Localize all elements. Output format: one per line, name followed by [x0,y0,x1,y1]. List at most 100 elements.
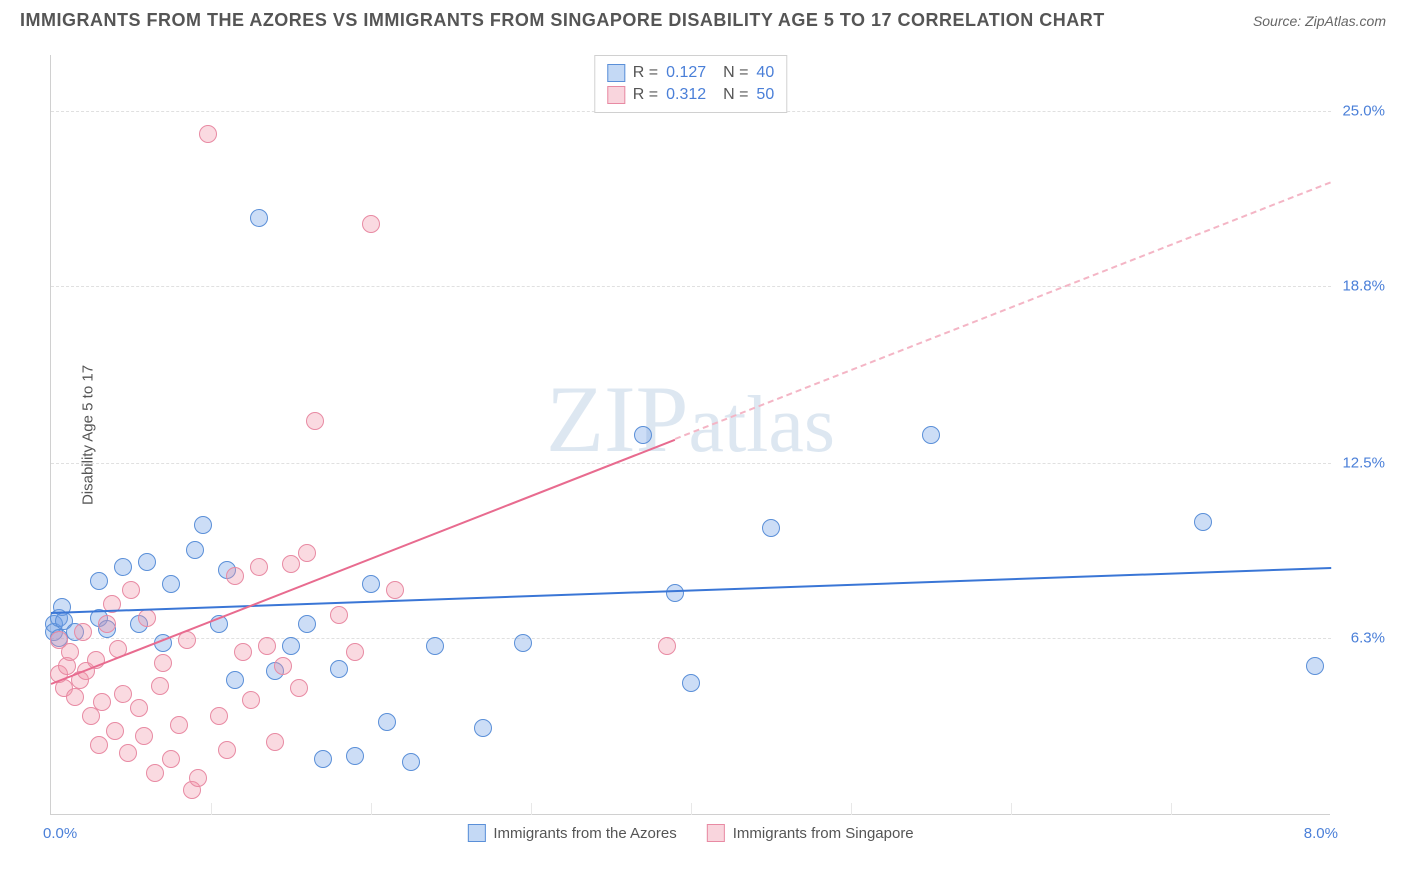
scatter-point [162,750,180,768]
scatter-point [346,747,364,765]
scatter-point [426,637,444,655]
scatter-point [402,753,420,771]
correlation-legend: R = 0.127 N = 40 R = 0.312 N = 50 [594,55,787,113]
legend-row-singapore: R = 0.312 N = 50 [607,84,774,106]
scatter-point [162,575,180,593]
scatter-point [226,567,244,585]
scatter-point [474,719,492,737]
gridline-v [691,803,692,815]
scatter-point [234,643,252,661]
n-value-singapore: 50 [756,86,774,104]
gridline-v [851,803,852,815]
r-value-azores: 0.127 [666,64,706,82]
scatter-point [330,606,348,624]
bottom-legend-label: Immigrants from the Azores [493,825,676,842]
scatter-point [306,412,324,430]
chart-area: Disability Age 5 to 17 ZIPatlas R = 0.12… [50,55,1390,815]
bottom-legend: Immigrants from the Azores Immigrants fr… [467,824,913,842]
scatter-point [346,643,364,661]
scatter-point [114,685,132,703]
scatter-point [90,572,108,590]
swatch-blue [467,824,485,842]
scatter-point [90,736,108,754]
scatter-point [514,634,532,652]
scatter-point [135,727,153,745]
source-label: Source: ZipAtlas.com [1253,13,1386,29]
scatter-point [290,679,308,697]
gridline-v [1171,803,1172,815]
scatter-point [130,699,148,717]
scatter-point [258,637,276,655]
scatter-point [298,615,316,633]
scatter-point [282,637,300,655]
gridline-h [51,286,1331,287]
scatter-point [50,631,68,649]
scatter-point [66,688,84,706]
scatter-point [922,426,940,444]
chart-title: IMMIGRANTS FROM THE AZORES VS IMMIGRANTS… [20,10,1105,31]
n-value-azores: 40 [756,64,774,82]
ytick-label: 12.5% [1342,455,1385,472]
scatter-point [282,555,300,573]
scatter-point [634,426,652,444]
scatter-point [314,750,332,768]
scatter-point [298,544,316,562]
gridline-v [531,803,532,815]
scatter-point [138,553,156,571]
plot-region: ZIPatlas R = 0.127 N = 40 R = 0.312 N = … [50,55,1330,815]
scatter-point [250,558,268,576]
r-label: R = [633,64,658,82]
scatter-point [146,764,164,782]
r-label: R = [633,86,658,104]
scatter-point [98,615,116,633]
scatter-point [666,584,684,602]
scatter-point [658,637,676,655]
scatter-point [362,575,380,593]
ytick-label: 18.8% [1342,277,1385,294]
swatch-pink [707,824,725,842]
scatter-point [226,671,244,689]
scatter-point [93,693,111,711]
scatter-point [682,674,700,692]
gridline-v [211,803,212,815]
scatter-point [154,654,172,672]
n-label: N = [714,86,748,104]
r-value-singapore: 0.312 [666,86,706,104]
scatter-point [194,516,212,534]
scatter-point [114,558,132,576]
n-label: N = [714,64,748,82]
scatter-point [378,713,396,731]
legend-row-azores: R = 0.127 N = 40 [607,62,774,84]
scatter-point [106,722,124,740]
scatter-point [762,519,780,537]
scatter-point [1306,657,1324,675]
gridline-v [371,803,372,815]
scatter-point [218,741,236,759]
scatter-point [210,707,228,725]
bottom-legend-azores: Immigrants from the Azores [467,824,676,842]
scatter-point [122,581,140,599]
scatter-point [242,691,260,709]
bottom-legend-label: Immigrants from Singapore [733,825,914,842]
scatter-point [151,677,169,695]
trend-line [675,182,1332,441]
scatter-point [74,623,92,641]
scatter-point [266,733,284,751]
gridline-h [51,638,1331,639]
ytick-label: 25.0% [1342,103,1385,120]
x-left-label: 0.0% [43,825,77,842]
scatter-point [274,657,292,675]
scatter-point [199,125,217,143]
scatter-point [1194,513,1212,531]
gridline-h [51,463,1331,464]
watermark: ZIPatlas [546,364,835,474]
scatter-point [386,581,404,599]
scatter-point [119,744,137,762]
swatch-pink [607,86,625,104]
gridline-v [1011,803,1012,815]
scatter-point [138,609,156,627]
ytick-label: 6.3% [1351,629,1385,646]
scatter-point [250,209,268,227]
scatter-point [170,716,188,734]
scatter-point [362,215,380,233]
